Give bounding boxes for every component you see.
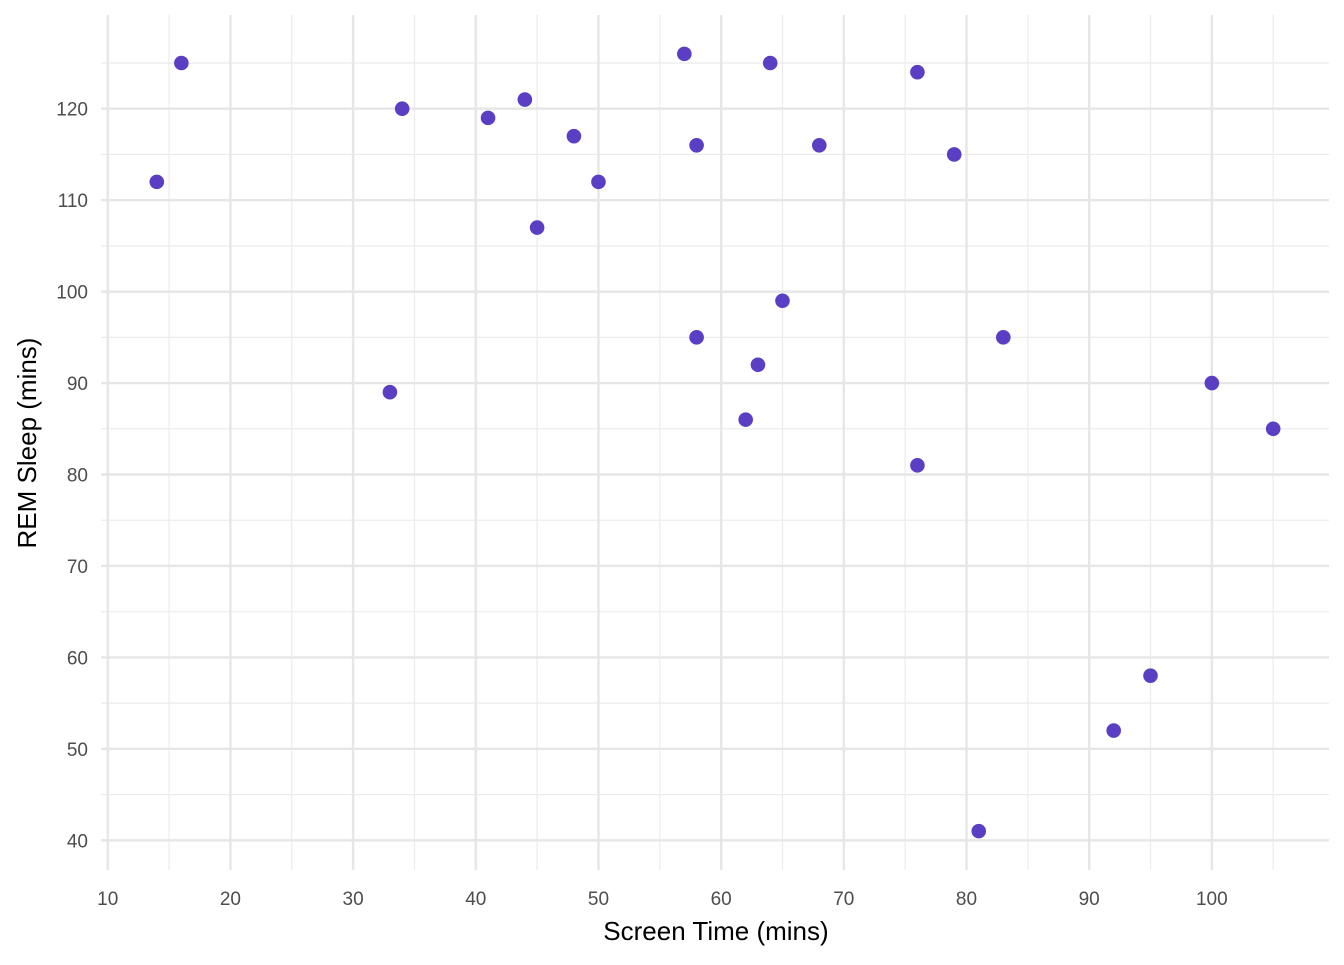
data-point [762, 55, 778, 71]
data-point [775, 293, 790, 309]
data-point [971, 823, 987, 839]
data-point [529, 220, 545, 235]
data-point [591, 174, 606, 190]
x-tick-label: 40 [465, 889, 486, 910]
y-tick-label: 100 [56, 283, 88, 304]
y-tick-label: 70 [67, 557, 88, 578]
x-tick-label: 70 [833, 889, 854, 910]
x-tick-label: 90 [1079, 889, 1100, 910]
x-tick-label: 60 [711, 889, 732, 910]
x-axis-label: Screen Time (mins) [603, 916, 828, 946]
y-tick-label: 80 [67, 466, 88, 487]
data-point [1143, 668, 1158, 683]
y-tick-label: 120 [56, 100, 88, 121]
data-point [677, 46, 692, 62]
y-axis-label: REM Sleep (mins) [12, 338, 42, 549]
y-tick-label: 40 [67, 831, 88, 852]
data-point [566, 128, 582, 144]
data-point [149, 174, 165, 190]
grid [101, 15, 1329, 870]
data-point [1204, 375, 1220, 391]
x-tick-label: 50 [588, 889, 609, 910]
data-point [811, 138, 827, 153]
data-point [394, 101, 410, 117]
x-tick-label: 100 [1196, 889, 1228, 910]
data-point [1106, 723, 1122, 738]
data-point [174, 55, 189, 71]
data-point [946, 147, 962, 162]
y-tick-label: 110 [58, 191, 88, 212]
data-point [910, 458, 925, 473]
data-point [480, 110, 496, 126]
data-points [149, 46, 1281, 839]
x-tick-label: 20 [220, 889, 241, 910]
data-point [910, 64, 925, 80]
x-tick-label: 30 [343, 889, 364, 910]
data-point [1265, 421, 1281, 437]
y-tick-label: 50 [67, 740, 88, 761]
x-tick-label: 80 [956, 889, 977, 910]
data-point [517, 92, 533, 107]
data-point [738, 412, 753, 427]
y-tick-label: 90 [67, 374, 88, 395]
data-point [689, 138, 704, 153]
y-tick-label: 60 [67, 648, 88, 669]
data-point [382, 384, 398, 400]
data-point [750, 357, 766, 373]
data-point [689, 330, 704, 345]
x-tick-label: 10 [97, 889, 118, 910]
tick-labels: 10 20 30 40 50 60 70 80 90 100 40 50 60 70 80 90 100 110 1… [56, 100, 1227, 910]
data-point [995, 330, 1011, 345]
